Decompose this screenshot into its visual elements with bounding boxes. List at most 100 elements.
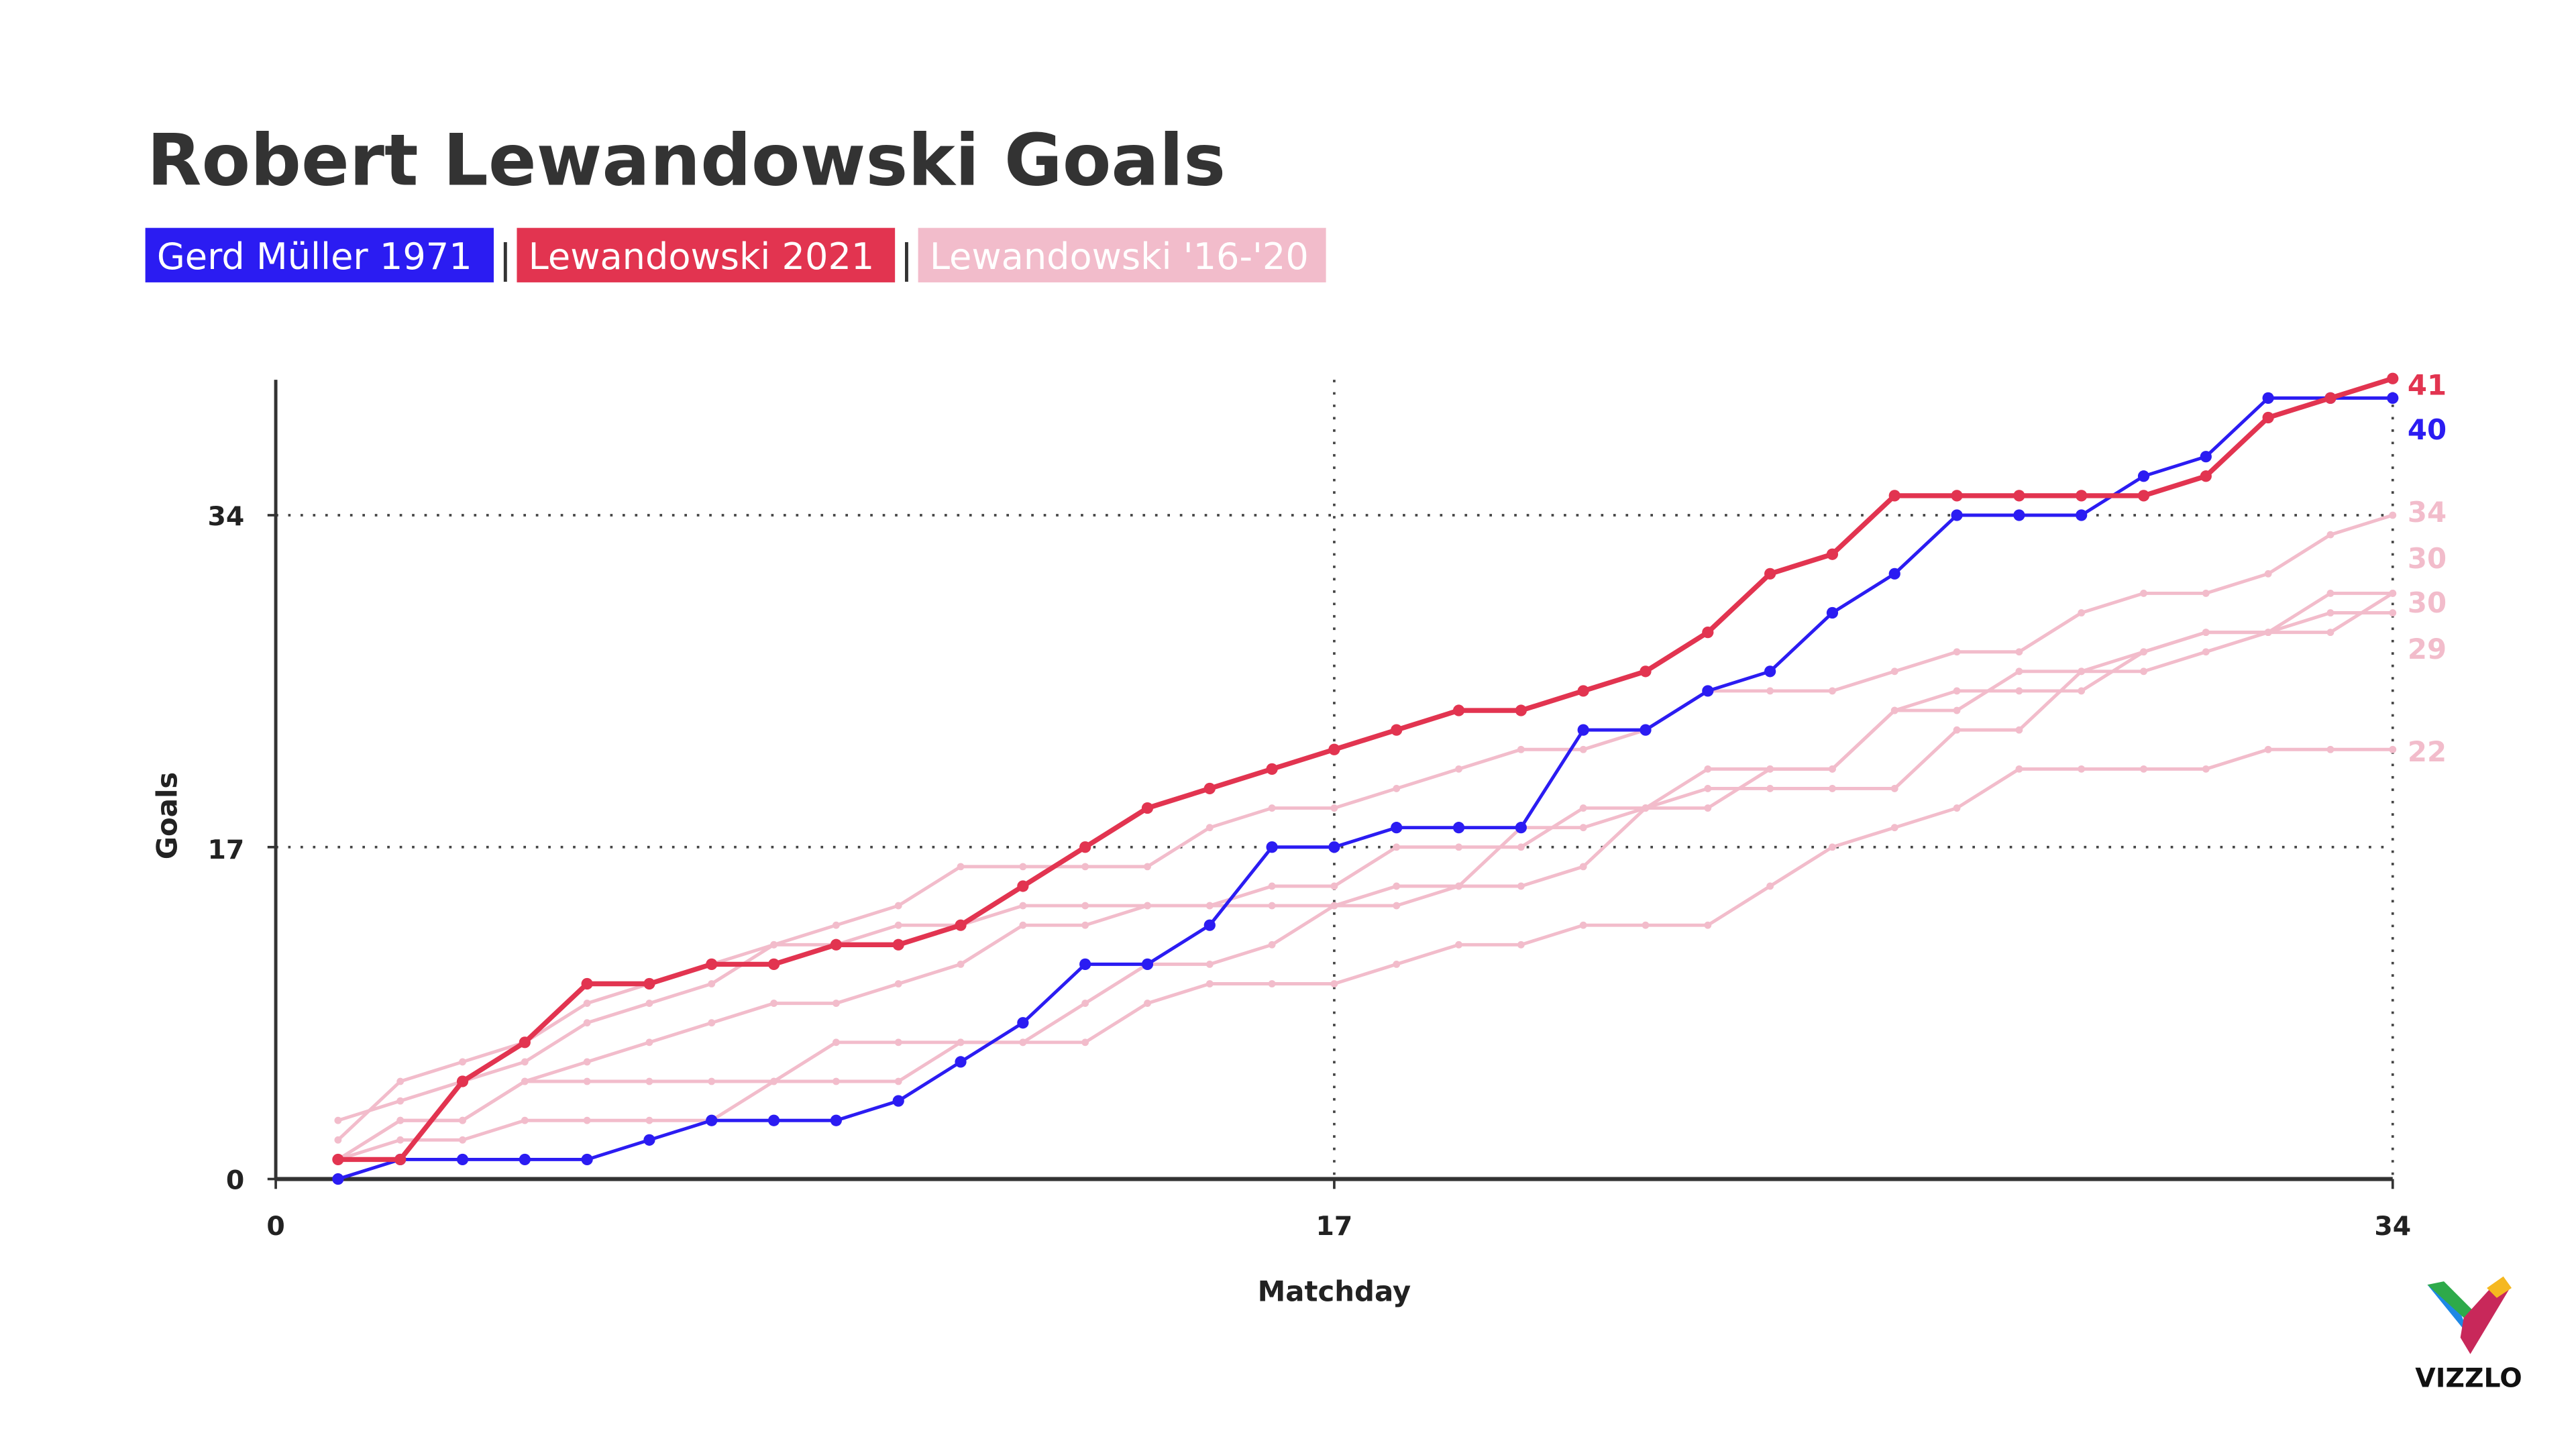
- legend-swatch-muller: [145, 227, 494, 282]
- data-point: [1829, 687, 1836, 695]
- data-point: [581, 1153, 593, 1166]
- data-point: [1704, 765, 1712, 773]
- series-3: [334, 609, 2397, 1163]
- data-point: [332, 1153, 344, 1166]
- data-point: [1890, 706, 1898, 714]
- data-point: [767, 958, 780, 971]
- data-point: [955, 919, 967, 931]
- data-point: [2140, 765, 2147, 773]
- data-point: [2013, 490, 2025, 502]
- data-point: [1144, 863, 1151, 871]
- data-point: [2326, 531, 2334, 539]
- end-value-label: 22: [2408, 735, 2447, 768]
- data-point: [1890, 667, 1898, 676]
- data-point: [1455, 843, 1462, 851]
- data-point: [955, 1056, 967, 1068]
- data-point: [334, 1136, 342, 1144]
- data-point: [396, 1077, 405, 1085]
- data-point: [2387, 372, 2399, 384]
- data-point: [2326, 609, 2334, 616]
- data-point: [1577, 685, 1589, 697]
- data-point: [2389, 745, 2397, 753]
- data-point: [2326, 629, 2334, 637]
- data-point: [894, 980, 902, 987]
- logo-mark-icon: [2487, 1276, 2512, 1298]
- data-point: [830, 938, 843, 951]
- legend: Gerd Müller 1971 | Lewandowski 2021 | Le…: [145, 227, 1326, 282]
- data-point: [521, 1116, 529, 1124]
- data-point: [1766, 687, 1774, 695]
- data-point: [1452, 822, 1465, 834]
- series-layer: [332, 372, 2399, 1185]
- data-point: [1266, 763, 1278, 775]
- data-point: [708, 980, 716, 987]
- vizzlo-logo[interactable]: VIZZLO: [2415, 1276, 2522, 1394]
- series-line: [337, 376, 2394, 1163]
- data-point: [2202, 765, 2210, 773]
- data-point: [1017, 880, 1029, 892]
- data-point: [1642, 921, 1650, 929]
- data-point: [1330, 882, 1338, 890]
- data-point: [1890, 785, 1898, 792]
- data-point: [2015, 667, 2023, 676]
- data-point: [1517, 843, 1525, 851]
- data-point: [770, 1000, 778, 1008]
- data-point: [2326, 590, 2334, 597]
- data-point: [1144, 902, 1151, 910]
- data-point: [1953, 726, 1961, 734]
- data-point: [519, 1153, 531, 1166]
- data-point: [2200, 470, 2212, 482]
- logo-mark-icon: [2460, 1281, 2510, 1354]
- data-point: [892, 938, 904, 951]
- data-point: [643, 1134, 655, 1146]
- data-point: [1141, 958, 1154, 971]
- data-point: [957, 1038, 965, 1046]
- data-point: [957, 960, 965, 968]
- data-point: [1953, 706, 1961, 714]
- data-point: [2078, 687, 2086, 695]
- data-point: [394, 1153, 407, 1166]
- data-point: [2140, 590, 2147, 597]
- data-point: [1515, 822, 1527, 834]
- data-point: [1579, 745, 1587, 753]
- data-point: [2326, 745, 2334, 753]
- data-point: [1704, 785, 1712, 792]
- data-point: [1019, 921, 1027, 929]
- end-labels: 34 30 30 29 22 40 41: [2408, 368, 2447, 767]
- data-point: [1704, 921, 1712, 929]
- data-point: [334, 1116, 342, 1124]
- data-point: [1393, 785, 1401, 792]
- data-point: [1330, 902, 1338, 910]
- data-point: [1019, 902, 1027, 910]
- data-point: [770, 1077, 778, 1085]
- data-point: [1764, 665, 1776, 678]
- end-value-label: 34: [2408, 496, 2447, 529]
- data-point: [1953, 687, 1961, 695]
- data-point: [1393, 960, 1401, 968]
- data-point: [706, 1114, 718, 1126]
- data-point: [892, 1095, 904, 1107]
- data-point: [1953, 804, 1961, 812]
- data-point: [832, 1038, 840, 1046]
- data-point: [2078, 609, 2086, 616]
- data-point: [1826, 548, 1839, 560]
- axes: [267, 380, 2394, 1189]
- data-point: [1764, 568, 1776, 580]
- data-point: [1393, 843, 1401, 851]
- data-point: [2015, 765, 2023, 773]
- x-axis-label: Matchday: [1258, 1275, 1411, 1308]
- data-point: [459, 1116, 466, 1124]
- data-point: [396, 1097, 405, 1105]
- data-point: [1953, 648, 1961, 656]
- data-point: [2137, 470, 2150, 482]
- data-point: [1141, 802, 1154, 814]
- logo-text: VIZZLO: [2415, 1363, 2522, 1394]
- data-point: [1888, 568, 1900, 580]
- data-point: [1205, 980, 1214, 987]
- data-point: [521, 1058, 529, 1066]
- legend-label-lewandowski-16-20: Lewandowski '16-'20: [930, 235, 1309, 278]
- data-point: [1455, 765, 1462, 773]
- data-point: [1081, 1000, 1089, 1008]
- data-point: [1328, 841, 1340, 853]
- data-point: [2015, 687, 2023, 695]
